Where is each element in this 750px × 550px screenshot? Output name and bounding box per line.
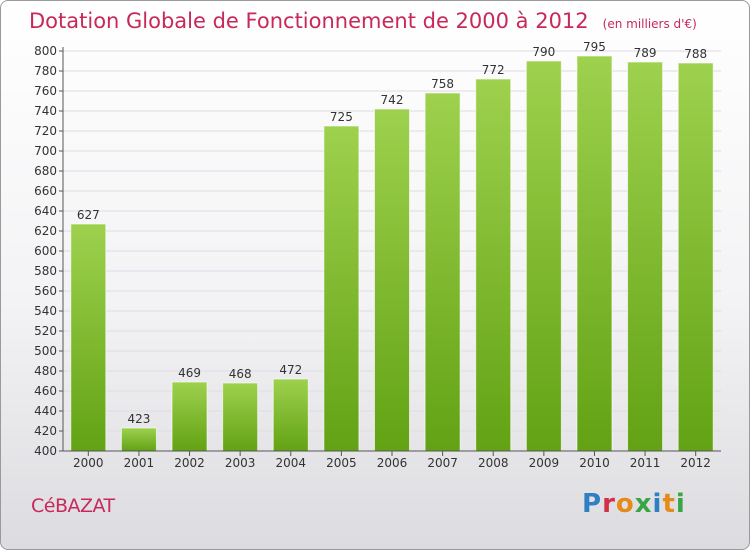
data-label: 742	[381, 93, 404, 107]
y-tick-label: 680	[34, 164, 57, 178]
y-tick-label: 780	[34, 64, 57, 78]
axes: 400 420 440 460 480 500 520 540 560 580 600 620 640 6…	[34, 44, 721, 470]
logo-letter: i	[675, 489, 686, 519]
data-label: 468	[229, 367, 252, 381]
logo-letter: i	[652, 489, 663, 519]
y-tick-label: 600	[34, 244, 57, 258]
data-label: 790	[532, 45, 555, 59]
title-unit: (en milliers d'€)	[602, 17, 697, 31]
y-tick-label: 720	[34, 124, 57, 138]
data-label: 788	[684, 47, 707, 61]
x-tick-label: 2008	[478, 456, 509, 470]
bar	[475, 78, 512, 452]
bar	[576, 55, 613, 452]
bar	[627, 61, 664, 452]
bar	[120, 427, 157, 452]
x-tick-label: 2010	[579, 456, 610, 470]
x-tick-label: 2004	[275, 456, 306, 470]
x-tick-label: 2012	[680, 456, 711, 470]
data-label: 725	[330, 110, 353, 124]
logo-letter: r	[602, 489, 616, 519]
y-tick-label: 400	[34, 444, 57, 458]
x-tick-label: 2000	[73, 456, 104, 470]
city-name: CéBAZAT	[31, 495, 115, 517]
y-tick-label: 760	[34, 84, 57, 98]
y-tick-label: 800	[34, 44, 57, 58]
y-tick-label: 420	[34, 424, 57, 438]
data-label: 758	[431, 77, 454, 91]
chart-title: Dotation Globale de Fonctionnement de 20…	[29, 9, 697, 33]
x-tick-label: 2002	[174, 456, 205, 470]
bars: 627 423 469 468 472 725 742 758 772 790 795 789 788	[70, 40, 714, 452]
x-tick-label: 2009	[529, 456, 560, 470]
title-text: Dotation Globale de Fonctionnement de 20…	[29, 9, 589, 33]
y-tick-label: 740	[34, 104, 57, 118]
x-tick-label: 2005	[326, 456, 357, 470]
bar	[374, 108, 410, 452]
y-tick-label: 480	[34, 364, 57, 378]
logo-letter: t	[662, 489, 676, 519]
y-tick-label: 620	[34, 224, 57, 238]
data-label: 472	[279, 363, 302, 377]
y-tick-label: 440	[34, 404, 57, 418]
bar	[70, 223, 107, 452]
y-tick-label: 640	[34, 204, 57, 218]
x-tick-label: 2003	[225, 456, 256, 470]
proxiti-logo: Proxiti	[582, 489, 686, 519]
x-tick-label: 2001	[124, 456, 155, 470]
logo-letter: P	[582, 489, 603, 519]
x-tick-label: 2007	[427, 456, 458, 470]
x-tick-label: 2006	[377, 456, 408, 470]
data-label: 627	[77, 208, 100, 222]
x-tick-label: 2011	[630, 456, 661, 470]
logo-letter: o	[615, 489, 635, 519]
y-tick-label: 660	[34, 184, 57, 198]
y-tick-label: 520	[34, 324, 57, 338]
y-tick-label: 580	[34, 264, 57, 278]
data-label: 423	[127, 412, 150, 426]
y-tick-label: 560	[34, 284, 57, 298]
y-tick-label: 500	[34, 344, 57, 358]
bar	[171, 381, 208, 452]
bar	[222, 382, 259, 452]
y-tick-label: 540	[34, 304, 57, 318]
bar	[677, 62, 714, 452]
bar	[424, 92, 461, 452]
data-label: 772	[482, 63, 505, 77]
y-tick-label: 700	[34, 144, 57, 158]
y-tick-label: 460	[34, 384, 57, 398]
data-label: 795	[583, 40, 606, 54]
bar	[272, 378, 309, 452]
bar	[525, 60, 562, 452]
data-label: 469	[178, 366, 201, 380]
data-label: 789	[634, 46, 657, 60]
logo-letter: x	[634, 489, 653, 519]
bar	[323, 125, 360, 452]
